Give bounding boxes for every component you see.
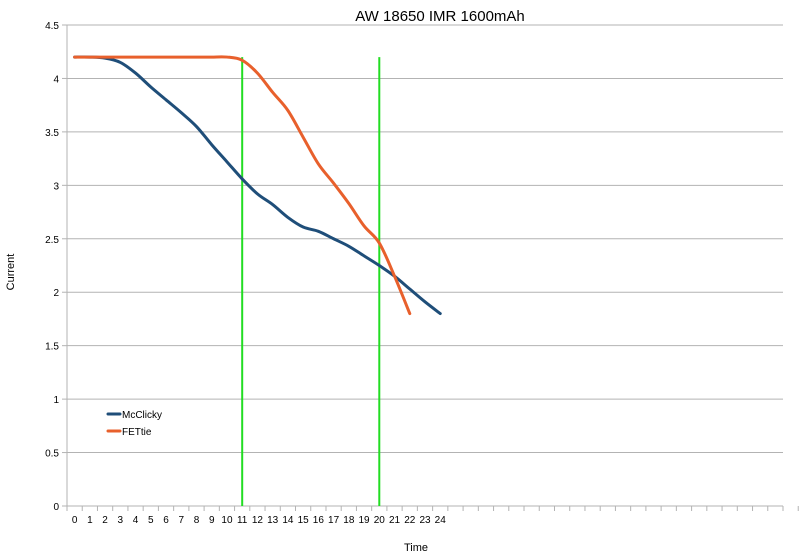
y-tick-label: 2.5 [45,235,59,246]
x-tick-label: 12 [252,515,264,526]
x-tick-label: 3 [118,515,124,526]
x-tick-label: 6 [163,515,169,526]
x-tick-label: 21 [389,515,401,526]
y-axis-title: Current [5,254,17,291]
x-tick-label: 0 [72,515,78,526]
x-tick-label: 15 [298,515,310,526]
x-tick-label: 14 [282,515,294,526]
x-tick-label: 1 [87,515,93,526]
x-tick-label: 24 [435,515,447,526]
y-tick-label: 0.5 [45,449,59,460]
x-tick-label: 16 [313,515,325,526]
x-tick-label: 9 [209,515,215,526]
x-tick-label: 8 [194,515,200,526]
x-tick-label: 4 [133,515,139,526]
x-tick-label: 20 [374,515,386,526]
y-tick-label: 3.5 [45,128,59,139]
marker-lines [241,57,381,506]
y-tick-label: 2 [53,288,59,299]
series-line-mcclicky [73,55,442,316]
x-tick-label: 22 [404,515,416,526]
x-tick-label: 10 [221,515,233,526]
grid [62,24,783,507]
x-tick-labels: 0 1 2 3 4 5 6 7 8 9 10 11 12 13 14 15 16 17 18 19 20 21 22 23 24 [72,515,446,526]
axes [66,25,799,511]
x-tick-label: 18 [343,515,355,526]
y-tick-label: 0 [53,502,59,513]
x-tick-label: 2 [102,515,108,526]
series-lines [73,55,442,316]
y-tick-label: 3 [53,181,59,192]
series-line-fettie [73,55,412,316]
x-tick-label: 17 [328,515,340,526]
x-tick-label: 5 [148,515,154,526]
x-tick-label: 23 [419,515,431,526]
x-tick-label: 19 [359,515,371,526]
x-tick-label: 7 [178,515,184,526]
y-tick-label: 4 [53,74,59,85]
legend: McClicky FETtie [106,410,162,438]
legend-label-mcclicky: McClicky [122,410,162,421]
y-tick-label: 1.5 [45,342,59,353]
legend-label-fettie: FETtie [122,427,152,438]
y-tick-label: 4.5 [45,21,59,32]
chart-title: AW 18650 IMR 1600mAh [355,8,525,25]
y-tick-labels: 0 0.5 1 1.5 2 2.5 3 3.5 4 4.5 [45,21,59,513]
x-tick-label: 13 [267,515,279,526]
x-axis-title: Time [404,542,428,554]
x-tick-label: 11 [237,515,248,526]
y-tick-label: 1 [53,395,59,406]
